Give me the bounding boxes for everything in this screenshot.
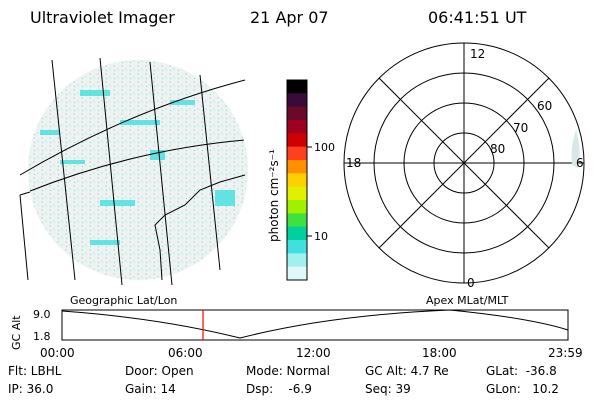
geographic-label: Geographic Lat/Lon (70, 294, 177, 307)
info-ip: IP: 36.0 (8, 382, 54, 396)
mlat-label-60: 60 (537, 99, 552, 113)
y-tick-1-8: 1.8 (33, 330, 51, 343)
x-tick-0000: 00:00 (40, 346, 75, 360)
auroral-image (19, 57, 248, 286)
lon-line-2 (99, 57, 123, 286)
time-label: 06:41:51 UT (428, 8, 527, 27)
colorbar-segment (287, 213, 307, 228)
mlt-label-6: 6 (576, 156, 584, 170)
colorbar-segment (287, 186, 307, 201)
gc-alt-axis-label: GC Alt (10, 315, 23, 350)
colorbar-segment (287, 106, 307, 121)
info-gain: Gain: 14 (125, 382, 176, 396)
mlat-label-80: 80 (490, 142, 505, 156)
colorbar-segment (287, 240, 307, 254)
polar-plot (343, 42, 585, 284)
colorbar-segment (287, 80, 307, 94)
colorbar-tick-100: 100 (314, 141, 335, 154)
y-tick-9: 9.0 (33, 308, 51, 321)
colorbar-segment (287, 200, 307, 214)
mlat-label-70: 70 (513, 121, 528, 135)
info-dsp: Dsp: -6.9 (246, 382, 312, 396)
x-tick-1800: 18:00 (422, 346, 457, 360)
info-mode: Mode: Normal (246, 364, 330, 378)
lon-line-1 (51, 59, 76, 281)
x-tick-0600: 06:00 (168, 346, 203, 360)
colorbar-segment (287, 146, 307, 161)
colorbar-frame (286, 79, 308, 281)
colorbar-segment (287, 93, 307, 108)
lon-line-3 (149, 61, 173, 286)
colorbar-segment (287, 266, 307, 281)
colorbar-segment (287, 226, 307, 241)
info-glon: GLon: 10.2 (486, 382, 559, 396)
info-seq: Seq: 39 (365, 382, 411, 396)
info-door: Door: Open (125, 364, 194, 378)
info-gc-alt: GC Alt: 4.7 Re (365, 364, 449, 378)
timeline-frame (61, 309, 569, 341)
apex-label: Apex MLat/MLT (426, 294, 509, 307)
instrument-title: Ultraviolet Imager (30, 8, 175, 27)
colorbar (287, 80, 307, 281)
colorbar-tick-10: 10 (314, 230, 328, 243)
colorbar-segment (287, 120, 307, 134)
lat-line-lower (28, 139, 246, 196)
date-label: 21 Apr 07 (250, 8, 329, 27)
mlt-label-0: 0 (467, 276, 475, 290)
lon-line-4 (199, 74, 221, 271)
coastline (154, 174, 246, 281)
x-tick-1200: 12:00 (296, 346, 331, 360)
colorbar-segment (287, 160, 307, 174)
info-glat: GLat: -36.8 (486, 364, 557, 378)
x-tick-2359: 23:59 (548, 346, 583, 360)
mlt-label-12: 12 (470, 47, 485, 61)
colorbar-segment (287, 133, 307, 148)
mlt-label-18: 18 (346, 156, 361, 170)
info-flt: Flt: LBHL (8, 364, 62, 378)
lat-line-upper (19, 79, 246, 176)
colorbar-unit-label: photon cm⁻²s⁻¹ (267, 149, 281, 242)
altitude-curve (61, 309, 569, 339)
colorbar-segment (287, 173, 307, 188)
colorbar-segment (287, 253, 307, 268)
